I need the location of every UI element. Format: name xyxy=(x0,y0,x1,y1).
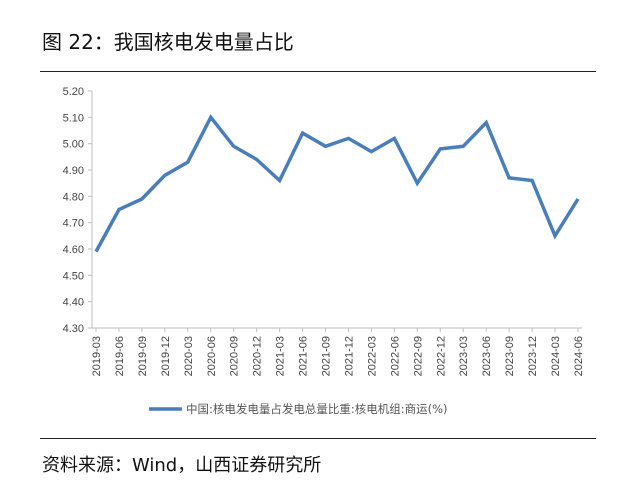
x-tick-label: 2021-06 xyxy=(298,336,310,376)
y-tick-label: 4.80 xyxy=(63,191,84,203)
x-tick-label: 2021-12 xyxy=(343,336,355,376)
x-tick-label: 2022-09 xyxy=(412,336,424,376)
y-tick-label: 4.30 xyxy=(63,323,84,335)
source-note: 资料来源：Wind，山西证券研究所 xyxy=(42,455,322,476)
x-tick-label: 2020-06 xyxy=(206,336,218,376)
x-tick-label: 2022-06 xyxy=(389,336,401,376)
x-tick-label: 2023-06 xyxy=(481,336,493,376)
series-line xyxy=(94,114,580,253)
x-tick-label: 2020-09 xyxy=(229,336,241,376)
y-tick-label: 4.50 xyxy=(63,270,84,282)
y-tick-label: 5.10 xyxy=(63,112,84,124)
y-tick-label: 4.90 xyxy=(63,165,84,177)
x-tick-label: 2023-03 xyxy=(458,336,470,376)
top-rule xyxy=(40,71,596,72)
legend: 中国:核电发电量占发电总量比重:核电机组:商运(%) xyxy=(149,402,448,416)
x-tick-label: 2020-12 xyxy=(252,336,264,376)
x-tick-label: 2019-12 xyxy=(160,336,172,376)
bottom-rule xyxy=(40,438,596,439)
x-tick-label: 2019-09 xyxy=(137,336,149,376)
x-tick-label: 2022-03 xyxy=(366,336,378,376)
y-tick-label: 4.40 xyxy=(63,297,84,309)
x-tick-label: 2019-03 xyxy=(91,336,103,376)
x-axis: 2019-03 2019-06 2019-09 2019-12 2020-03 2020-… xyxy=(91,327,585,376)
y-tick-label: 5.00 xyxy=(63,139,84,151)
y-tick-label: 4.70 xyxy=(63,218,84,230)
legend-label: 中国:核电发电量占发电总量比重:核电机组:商运(%) xyxy=(186,402,448,416)
y-tick-label: 5.20 xyxy=(63,86,84,98)
x-tick-label: 2019-06 xyxy=(114,336,126,376)
y-axis: 5.20 5.10 5.00 4.90 4.80 4.70 4.60 4.50 4.40 4.30 xyxy=(63,86,93,335)
x-tick-label: 2021-09 xyxy=(321,336,333,376)
y-tick-label: 4.60 xyxy=(63,244,84,256)
line-chart: 5.20 5.10 5.00 4.90 4.80 4.70 4.60 4.50 4.40 4.30… xyxy=(63,86,585,416)
x-tick-label: 2024-03 xyxy=(550,336,562,376)
x-tick-label: 2020-03 xyxy=(183,336,195,376)
series-layer xyxy=(94,114,580,253)
x-tick-label: 2021-03 xyxy=(275,336,287,376)
x-tick-label: 2024-06 xyxy=(573,336,585,376)
x-tick-label: 2022-12 xyxy=(435,336,447,376)
x-tick-label: 2023-09 xyxy=(504,336,516,376)
chart-title: 图 22：我国核电发电量占比 xyxy=(42,30,294,54)
x-tick-label: 2023-12 xyxy=(527,336,539,376)
